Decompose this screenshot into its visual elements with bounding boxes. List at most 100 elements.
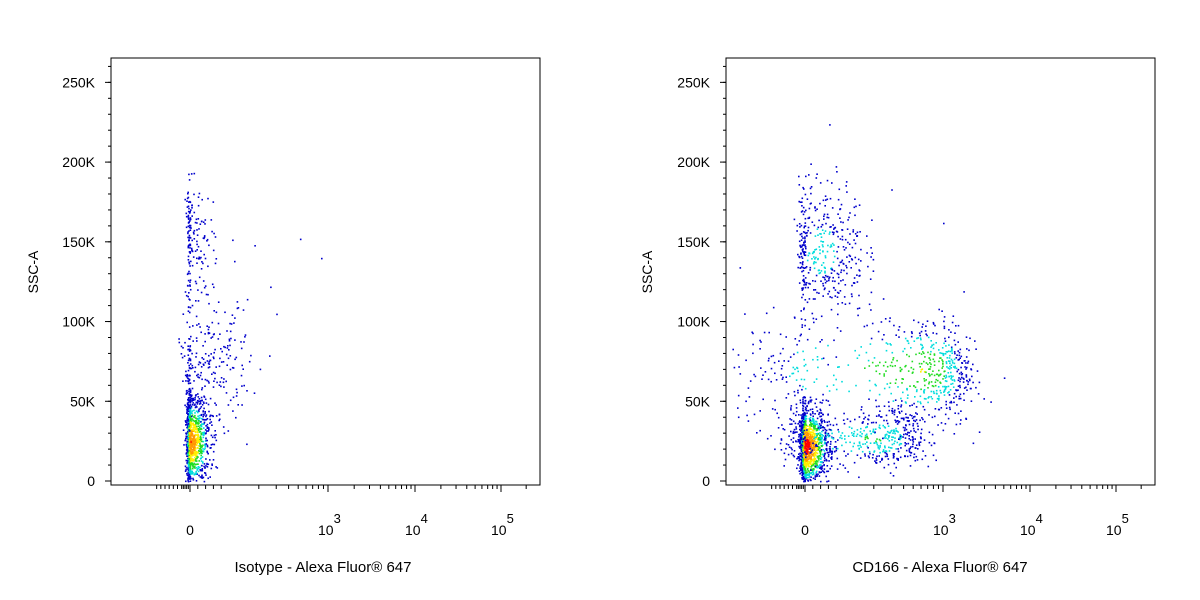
event-dot bbox=[185, 443, 188, 446]
x-tick-label: 105 bbox=[1106, 511, 1129, 538]
event-dot bbox=[186, 373, 189, 376]
event-dot bbox=[928, 431, 931, 434]
event-dot bbox=[201, 468, 204, 470]
event-dot bbox=[814, 426, 816, 428]
event-dot bbox=[186, 448, 189, 451]
event-dot bbox=[200, 425, 202, 427]
event-dot bbox=[869, 430, 871, 432]
event-dot bbox=[905, 449, 908, 452]
event-dot bbox=[957, 379, 960, 382]
event-dot bbox=[950, 367, 952, 369]
event-dot bbox=[810, 450, 812, 452]
event-dot bbox=[185, 215, 188, 218]
event-dot bbox=[898, 326, 901, 328]
event-dot bbox=[190, 441, 193, 443]
event-dot bbox=[871, 322, 874, 325]
event-dot bbox=[820, 442, 823, 444]
event-dot bbox=[200, 331, 202, 334]
event-dot bbox=[207, 430, 210, 432]
event-dot bbox=[195, 282, 198, 285]
event-dot bbox=[816, 410, 819, 412]
event-dot bbox=[949, 401, 951, 404]
event-dot bbox=[187, 480, 190, 483]
event-dot bbox=[804, 324, 806, 327]
event-dot bbox=[905, 424, 907, 427]
event-dot bbox=[880, 416, 883, 418]
event-dot bbox=[187, 397, 190, 399]
event-dot bbox=[799, 201, 802, 203]
event-dot bbox=[204, 353, 207, 355]
event-dot bbox=[904, 427, 906, 429]
event-dot bbox=[808, 174, 810, 176]
event-dot bbox=[227, 345, 229, 347]
event-dot bbox=[197, 401, 199, 404]
event-dot bbox=[958, 372, 961, 375]
event-dot bbox=[861, 450, 864, 453]
event-dot bbox=[186, 422, 188, 424]
event-dot bbox=[922, 351, 924, 353]
event-dot bbox=[198, 400, 200, 402]
event-dot bbox=[199, 443, 201, 446]
event-dot bbox=[246, 298, 249, 301]
event-dot bbox=[803, 449, 806, 451]
event-dot bbox=[190, 395, 193, 398]
event-dot bbox=[193, 434, 196, 437]
event-dot bbox=[803, 365, 806, 367]
event-dot bbox=[799, 452, 801, 455]
event-dot bbox=[868, 303, 871, 306]
event-dot bbox=[807, 440, 809, 443]
event-dot bbox=[948, 368, 951, 370]
event-dot bbox=[832, 233, 835, 236]
event-dot bbox=[187, 478, 189, 480]
event-dot bbox=[189, 382, 192, 384]
event-dot bbox=[815, 442, 817, 445]
event-dot bbox=[801, 419, 804, 422]
event-dot bbox=[187, 231, 189, 233]
event-dot bbox=[948, 394, 951, 396]
event-dot bbox=[737, 407, 739, 409]
event-dot bbox=[199, 326, 201, 328]
event-dot bbox=[242, 368, 244, 370]
event-dot bbox=[197, 363, 200, 366]
event-dot bbox=[827, 293, 829, 295]
event-dot bbox=[824, 272, 826, 274]
event-dot bbox=[804, 400, 807, 402]
event-dot bbox=[834, 295, 837, 297]
event-dot bbox=[213, 310, 215, 312]
event-dot bbox=[820, 412, 822, 414]
event-dot bbox=[825, 199, 827, 201]
event-dot bbox=[827, 441, 829, 443]
event-dot bbox=[189, 407, 192, 409]
event-dot bbox=[191, 430, 194, 433]
event-dot bbox=[189, 345, 191, 348]
event-dot bbox=[894, 419, 896, 422]
event-dot bbox=[821, 420, 823, 422]
event-dot bbox=[815, 461, 817, 463]
event-dot bbox=[192, 450, 194, 453]
event-dot bbox=[830, 437, 833, 439]
event-dot bbox=[943, 325, 946, 328]
event-dot bbox=[958, 358, 960, 361]
event-dot bbox=[824, 281, 827, 284]
event-dot bbox=[915, 412, 917, 414]
event-dot bbox=[828, 279, 830, 282]
event-dot bbox=[200, 424, 203, 426]
event-dot bbox=[928, 441, 931, 444]
event-dot bbox=[188, 458, 191, 460]
event-dot bbox=[903, 347, 906, 350]
event-dot bbox=[833, 231, 835, 234]
event-dot bbox=[859, 231, 861, 233]
event-dot bbox=[203, 235, 206, 237]
event-dot bbox=[911, 404, 913, 406]
event-dot bbox=[949, 389, 952, 391]
event-dot bbox=[191, 433, 193, 435]
event-dot bbox=[213, 443, 216, 446]
event-dot bbox=[197, 245, 200, 248]
event-dot bbox=[883, 450, 885, 453]
event-dot bbox=[762, 374, 764, 376]
event-dot bbox=[871, 219, 873, 221]
event-dot bbox=[826, 250, 829, 253]
event-dot bbox=[824, 457, 826, 459]
event-dot bbox=[958, 395, 961, 398]
event-dot bbox=[800, 464, 802, 466]
